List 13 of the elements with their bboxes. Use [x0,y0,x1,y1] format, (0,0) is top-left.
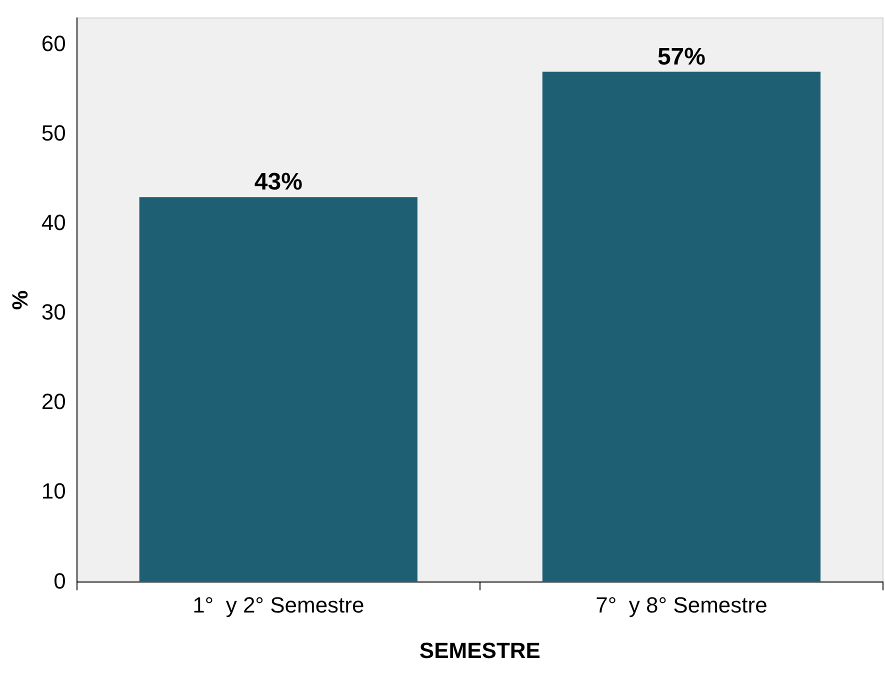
y-tick-label: 10 [41,478,66,504]
y-tick-label: 0 [54,568,66,594]
y-axis-title: % [7,290,32,310]
y-tick-label: 40 [41,210,66,236]
y-tick-label: 50 [41,120,66,146]
y-tick-label: 20 [41,389,66,414]
y-tick-label: 30 [41,300,66,325]
data-label: 43% [254,168,302,196]
y-tick-label: 60 [41,30,66,56]
data-label: 57% [657,43,706,70]
x-axis-title: SEMESTRE [419,638,540,663]
x-tick-label: 7° y 8° Semestre [596,592,768,618]
x-tick-label: 1° y 2° Semestre [192,592,364,618]
